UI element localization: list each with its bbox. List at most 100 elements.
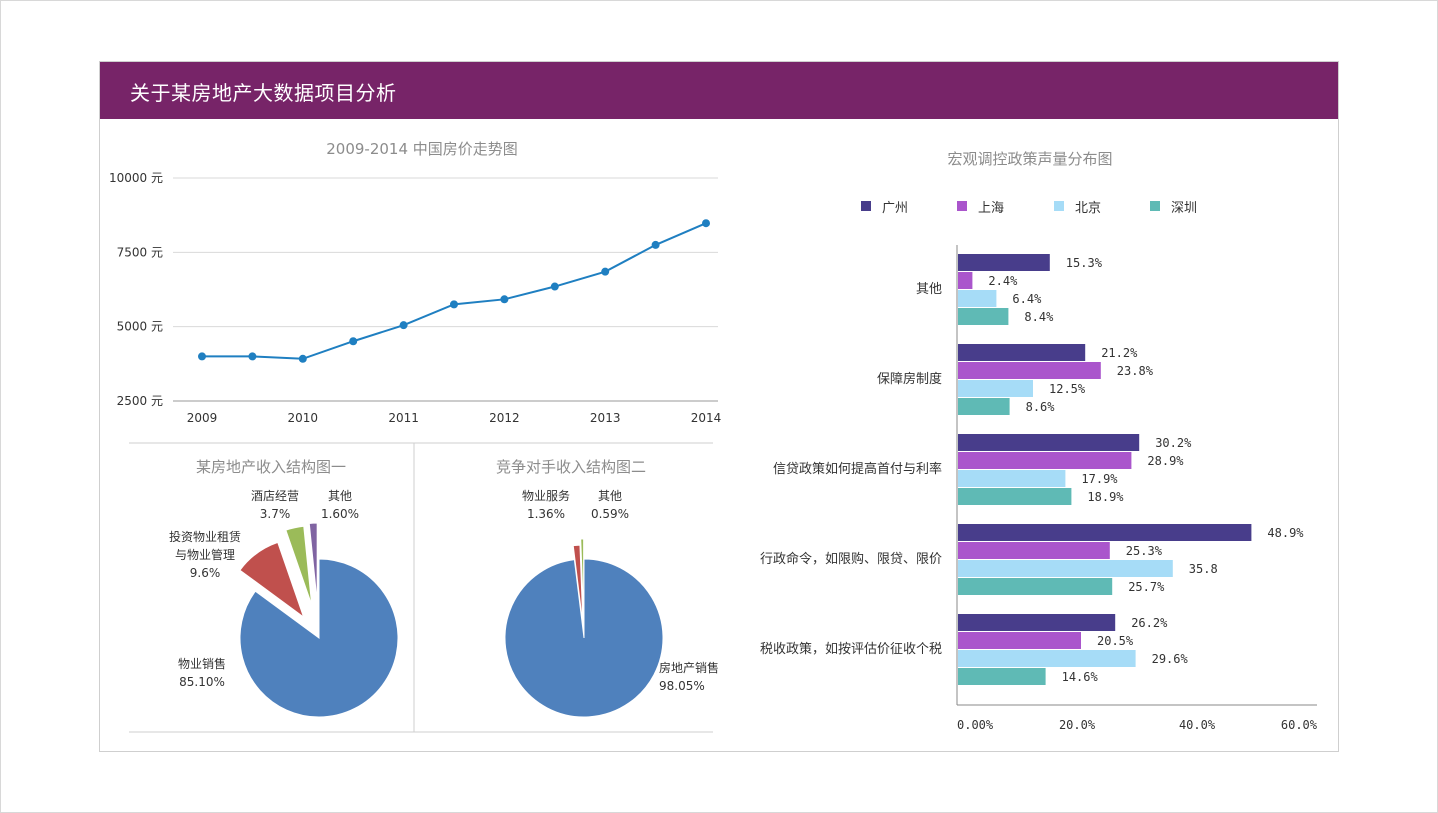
y-tick-label: 5000 元	[117, 320, 163, 334]
bar-value-label: 35.8	[1189, 562, 1218, 576]
pie-slice-label: 85.10%	[179, 675, 225, 689]
policy-bar-bars: 15.3% 2.4% 6.4% 8.4% 21.2% 23.8% 12.5% 8.6% 30.2…	[958, 254, 1304, 685]
bar-value-label: 30.2%	[1155, 436, 1192, 450]
bar	[958, 452, 1132, 469]
dashboard-header: 关于某房地产大数据项目分析	[100, 62, 1338, 119]
revenue-pie-rival: 竞争对手收入结构图二 房地产销售 98.05% 物业服务 1.36% 其他 0.59%	[496, 458, 719, 718]
pie-slice-label: 0.59%	[591, 507, 629, 521]
category-label: 行政命令，如限购、限贷、限价	[760, 551, 942, 567]
bar-value-label: 29.6%	[1152, 652, 1189, 666]
x-tick-label: 2012	[489, 411, 520, 425]
bar-value-label: 25.7%	[1128, 580, 1165, 594]
bar	[958, 668, 1046, 685]
y-tick-label: 10000 元	[109, 171, 163, 185]
data-point	[450, 300, 458, 309]
policy-bar-legend: 广州 上海 北京 深圳	[861, 201, 1197, 216]
pie-slice	[572, 544, 584, 625]
price-trend-title: 2009-2014 中国房价走势图	[326, 140, 518, 158]
pie-slice-label: 1.60%	[321, 507, 359, 521]
pie-slice-label: 房地产销售	[659, 660, 719, 675]
legend-swatch	[861, 201, 871, 211]
x-tick-label: 40.0%	[1179, 718, 1216, 732]
pie-rival-title: 竞争对手收入结构图二	[496, 458, 646, 476]
legend-swatch	[1054, 201, 1064, 211]
category-label: 其他	[916, 282, 942, 297]
bar	[958, 560, 1173, 577]
category-label: 保障房制度	[877, 371, 942, 387]
data-point	[702, 219, 710, 228]
price-trend-x-ticks: 2009 2010 2011 2012 2013 2014	[187, 411, 722, 425]
data-point	[198, 352, 206, 361]
bar	[958, 632, 1081, 649]
bar-value-label: 8.6%	[1026, 400, 1056, 414]
bar-value-label: 15.3%	[1066, 256, 1103, 270]
pie-own-title: 某房地产收入结构图一	[196, 458, 346, 476]
bar-value-label: 18.9%	[1087, 490, 1124, 504]
bar-value-label: 28.9%	[1147, 454, 1184, 468]
category-label: 税收政策，如按评估价征收个税	[760, 641, 942, 657]
bar-value-label: 6.4%	[1012, 292, 1042, 306]
bar	[958, 488, 1072, 505]
policy-bar-x-ticks: 0.00% 20.0% 40.0% 60.0%	[957, 718, 1318, 732]
policy-bar-chart: 宏观调控政策声量分布图 广州 上海 北京 深圳 其他保障房制度信贷政策如何提高首付与利…	[760, 150, 1318, 732]
data-point	[500, 295, 509, 304]
pie-rival-slices	[504, 538, 664, 718]
pie-slice-label: 物业服务	[522, 488, 570, 503]
bar	[958, 524, 1252, 541]
x-tick-label: 0.00%	[957, 718, 994, 732]
price-trend-points	[198, 219, 710, 363]
bar	[958, 254, 1050, 271]
dashboard-title: 关于某房地产大数据项目分析	[130, 81, 397, 105]
bar-value-label: 48.9%	[1267, 526, 1304, 540]
data-point	[601, 267, 610, 276]
data-point	[298, 354, 307, 363]
bar-value-label: 8.4%	[1024, 310, 1054, 324]
bar	[958, 542, 1110, 559]
data-point	[550, 282, 559, 291]
legend-label: 上海	[978, 201, 1004, 216]
bar-value-label: 12.5%	[1049, 382, 1086, 396]
data-point	[248, 352, 257, 361]
pie-slice	[239, 558, 399, 718]
data-point	[651, 240, 660, 249]
pie-slice-label: 与物业管理	[175, 547, 235, 562]
bar	[958, 272, 973, 289]
pie-rival-labels: 房地产销售 98.05% 物业服务 1.36% 其他 0.59%	[522, 488, 719, 693]
pie-slice	[308, 522, 318, 603]
pie-slice	[239, 541, 305, 619]
bar-value-label: 2.4%	[988, 274, 1018, 288]
pie-slice-label: 3.7%	[260, 507, 291, 521]
bar	[958, 362, 1101, 379]
bar	[958, 470, 1066, 487]
bar-value-label: 25.3%	[1126, 544, 1163, 558]
legend-label: 深圳	[1171, 201, 1197, 216]
pie-slice-label: 物业销售	[178, 656, 226, 671]
legend-label: 广州	[882, 201, 908, 216]
price-trend-chart: 2009-2014 中国房价走势图 10000 元 7500 元 5000 元 250…	[109, 140, 721, 425]
pie-slice	[580, 538, 585, 619]
data-point	[349, 337, 358, 346]
bar	[958, 380, 1033, 397]
x-tick-label: 2011	[388, 411, 419, 425]
policy-bar-categories: 其他保障房制度信贷政策如何提高首付与利率行政命令，如限购、限贷、限价税收政策，如…	[760, 282, 942, 657]
bar	[958, 434, 1140, 451]
legend-swatch	[957, 201, 967, 211]
bar	[958, 398, 1010, 415]
bar	[958, 308, 1009, 325]
bar-value-label: 26.2%	[1131, 616, 1168, 630]
y-tick-label: 7500 元	[117, 245, 163, 259]
bar	[958, 290, 997, 307]
legend-swatch	[1150, 201, 1160, 211]
x-tick-label: 2013	[590, 411, 621, 425]
y-tick-label: 2500 元	[117, 394, 163, 408]
pie-slice-label: 1.36%	[527, 507, 565, 521]
x-tick-label: 60.0%	[1281, 718, 1318, 732]
legend-label: 北京	[1075, 201, 1101, 216]
pie-slice-label: 其他	[598, 489, 622, 503]
price-trend-y-ticks: 10000 元 7500 元 5000 元 2500 元	[109, 171, 163, 408]
data-point	[399, 321, 408, 330]
pie-slice-label: 酒店经营	[251, 489, 299, 503]
